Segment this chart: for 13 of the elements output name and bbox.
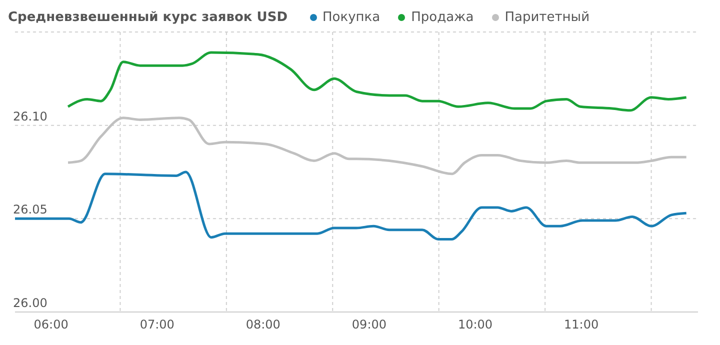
x-tick-label: 10:00: [458, 318, 493, 332]
x-tick-label: 08:00: [246, 318, 280, 332]
x-tick-label: 09:00: [352, 318, 387, 332]
y-tick-label: 26.10: [13, 109, 48, 124]
chart-title: Средневзвешенный курс заявок USD: [8, 10, 288, 24]
y-tick-label: 26.00: [13, 296, 48, 310]
y-tick-label: 26.05: [13, 202, 48, 217]
x-tick-label: 06:00: [34, 318, 68, 332]
legend-label: Продажа: [410, 10, 474, 24]
x-tick-label: 07:00: [140, 318, 174, 332]
legend-label: Паритетный: [504, 10, 590, 24]
legend-label: Покупка: [322, 10, 380, 24]
x-tick-label: 11:00: [564, 318, 599, 332]
